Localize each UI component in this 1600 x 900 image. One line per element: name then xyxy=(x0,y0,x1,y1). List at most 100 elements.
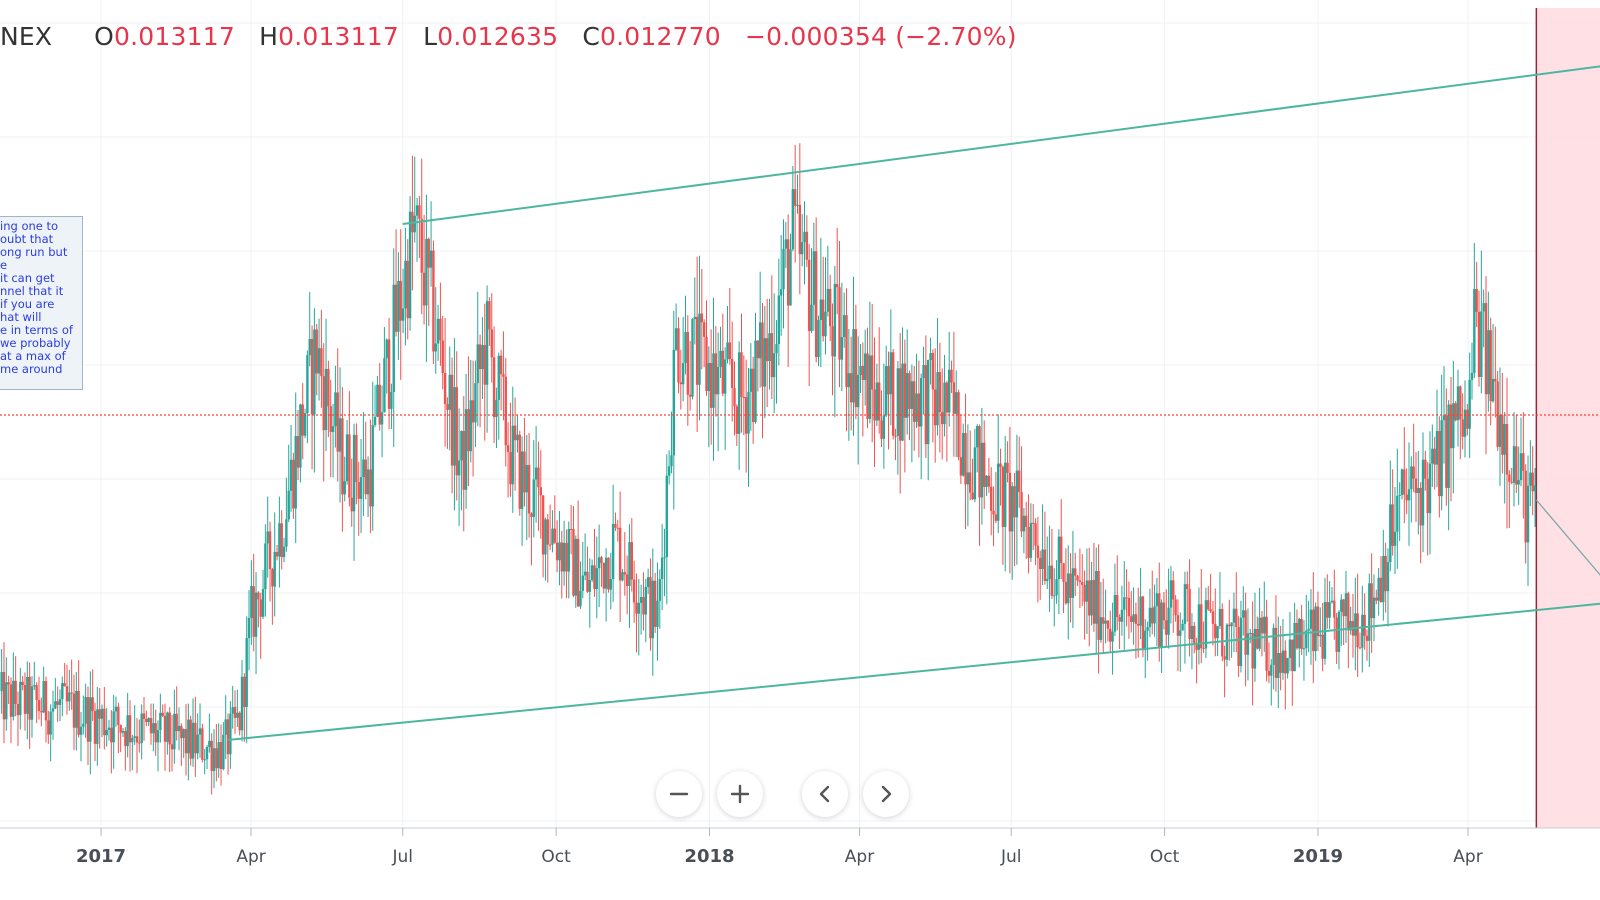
candle-body xyxy=(962,433,965,476)
candle-body xyxy=(772,353,776,378)
candle-body xyxy=(1153,606,1156,624)
candle-body xyxy=(415,205,419,216)
candle-body xyxy=(1417,487,1420,493)
candle-body xyxy=(420,218,423,273)
text-note-annotation[interactable]: ing one to oubt that ong run but e it can g… xyxy=(0,216,83,390)
candle-body xyxy=(1015,470,1019,518)
candle-body xyxy=(1433,448,1436,465)
candle-body xyxy=(306,355,309,414)
candle-body xyxy=(523,451,526,493)
candle-body xyxy=(1496,381,1499,447)
candle-body xyxy=(1326,601,1329,618)
candle-body xyxy=(1384,555,1387,592)
candle-body xyxy=(1200,604,1203,649)
candle-body xyxy=(565,542,568,572)
candle-body xyxy=(210,740,213,772)
candle-body xyxy=(455,387,458,476)
candle-body xyxy=(1013,486,1016,518)
candle-body xyxy=(901,363,904,441)
candle-body xyxy=(383,358,386,413)
candle-body xyxy=(231,707,234,714)
candle-body xyxy=(1349,621,1352,631)
candle-body xyxy=(1165,620,1168,635)
candle-body xyxy=(945,382,949,413)
candle-body xyxy=(72,693,76,728)
candle-body xyxy=(254,592,258,637)
candle-body xyxy=(863,353,867,380)
time-axis[interactable]: 2017 Apr Jul Oct 2018 Apr Jul Oct 2019 Apr xyxy=(76,828,1483,867)
candle-body xyxy=(625,574,629,586)
candle-body xyxy=(2,671,6,720)
candle-body xyxy=(180,725,183,739)
candle-body xyxy=(1461,419,1464,437)
candle-body xyxy=(1524,470,1527,543)
candle-body xyxy=(119,724,122,733)
candle-body xyxy=(702,322,706,337)
candle-body xyxy=(534,467,538,480)
forecast-line[interactable] xyxy=(1535,499,1600,596)
candle-body xyxy=(301,404,304,436)
candle-body xyxy=(730,358,734,388)
candle-body xyxy=(1466,409,1469,429)
candle-body xyxy=(859,365,862,376)
candle-body xyxy=(198,728,202,735)
candle-body xyxy=(280,523,283,558)
axis-tick-label: 2019 xyxy=(1293,846,1343,867)
candle-body xyxy=(485,301,489,385)
candle-body xyxy=(294,436,297,509)
candle-body xyxy=(12,680,15,717)
zoom-in-button[interactable] xyxy=(717,771,763,817)
low-label: L xyxy=(423,22,438,51)
candle-body xyxy=(1249,633,1252,635)
candle-body xyxy=(833,283,837,357)
candle-body xyxy=(65,686,69,702)
upper-channel-line[interactable] xyxy=(402,64,1600,225)
symbol-label[interactable]: NEX xyxy=(0,22,53,51)
candle-body xyxy=(873,389,876,421)
candle-body xyxy=(413,215,416,233)
zoom-out-button[interactable] xyxy=(656,771,702,817)
scroll-right-button[interactable] xyxy=(863,771,909,817)
candle-body xyxy=(751,368,755,423)
candle-body xyxy=(1361,614,1364,648)
candle-body xyxy=(98,709,101,719)
candle-body xyxy=(378,384,381,425)
candle-body xyxy=(1078,580,1082,583)
candle-body xyxy=(189,719,192,759)
candle-body xyxy=(1279,653,1282,673)
candle-body xyxy=(663,557,666,559)
candle-body xyxy=(1480,311,1483,377)
candle-body xyxy=(695,316,699,385)
lower-channel-line[interactable] xyxy=(227,602,1600,741)
candle-body xyxy=(40,711,43,713)
candle-body xyxy=(1375,597,1378,601)
candle-body xyxy=(439,318,442,341)
candle-body xyxy=(495,399,498,418)
candle-body xyxy=(618,527,622,581)
candle-body xyxy=(250,586,253,618)
candle-body xyxy=(448,374,451,410)
candle-body xyxy=(427,238,430,268)
candle-body xyxy=(642,597,645,615)
note-line: me around xyxy=(0,362,63,376)
candle-body xyxy=(387,339,391,409)
candle-body xyxy=(1335,617,1338,652)
scroll-left-button[interactable] xyxy=(802,771,848,817)
candle-body xyxy=(527,465,531,514)
candle-body xyxy=(1048,565,1051,580)
candle-body xyxy=(128,715,132,743)
candle-body xyxy=(793,189,797,206)
candle-body xyxy=(1468,379,1471,429)
candle-body xyxy=(838,287,841,360)
candle-body xyxy=(611,524,615,580)
candle-body xyxy=(1092,580,1096,624)
candle-body xyxy=(723,359,727,394)
candle-body xyxy=(406,260,409,319)
candle-body xyxy=(586,571,589,592)
candle-body xyxy=(1477,311,1481,377)
candle-body xyxy=(1515,446,1518,485)
candle-body xyxy=(712,353,715,408)
candle-body xyxy=(1088,580,1091,616)
candle-body xyxy=(275,551,279,557)
